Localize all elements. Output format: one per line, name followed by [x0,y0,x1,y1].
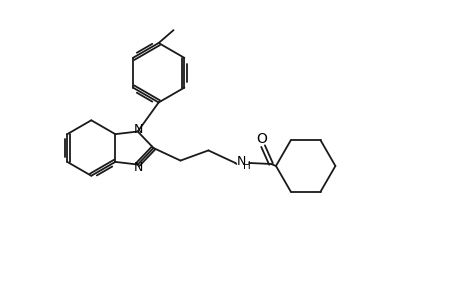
Text: N: N [134,123,143,136]
Text: N: N [134,161,143,174]
Text: N: N [236,155,246,169]
Text: O: O [256,132,267,146]
Text: H: H [243,161,251,171]
